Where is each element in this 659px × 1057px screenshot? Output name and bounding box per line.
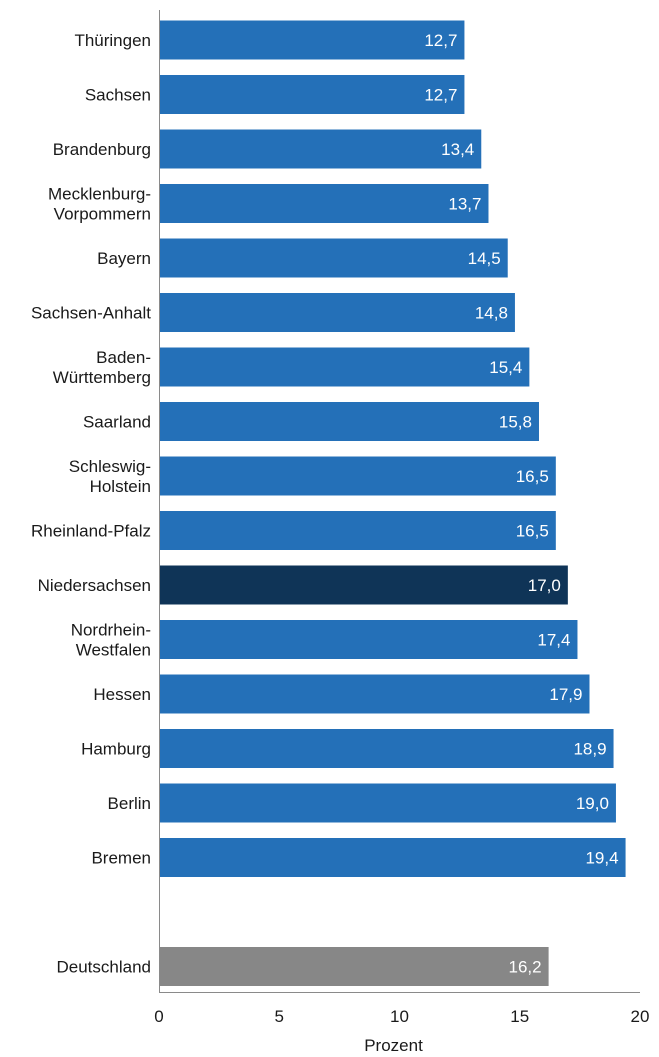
- category-labels-layer: Thüringen Sachsen Brandenburg Mecklenburg-V…: [31, 31, 151, 977]
- x-tick-label: 5: [275, 1007, 284, 1026]
- bar-value-label: 13,7: [448, 195, 481, 214]
- bar-value-label: 12,7: [424, 86, 457, 105]
- category-label: Schleswig-Holstein: [69, 457, 151, 496]
- bar-value-label: 16,2: [509, 958, 542, 977]
- x-tick-label: 20: [631, 1007, 650, 1026]
- x-axis: [159, 10, 640, 993]
- bar-value-label: 14,5: [468, 249, 501, 268]
- bar-value-label: 19,4: [585, 849, 618, 868]
- bar: [159, 20, 465, 60]
- bars-layer: 12,7 12,7 13,4 13,7 14,5 14,8 15,4 15,8 16,5 16,5…: [159, 20, 626, 986]
- bar: [159, 347, 530, 387]
- category-label: Berlin: [108, 794, 151, 813]
- bar: [159, 129, 482, 169]
- bar-value-label: 15,8: [499, 413, 532, 432]
- category-label: Brandenburg: [53, 140, 151, 159]
- category-label: Sachsen: [85, 86, 151, 105]
- x-tick-label: 10: [390, 1007, 409, 1026]
- category-label: Sachsen-Anhalt: [31, 304, 151, 323]
- category-label: Bremen: [91, 849, 151, 868]
- x-tick-label: 15: [510, 1007, 529, 1026]
- category-label: Thüringen: [74, 31, 151, 50]
- bar: [159, 75, 465, 114]
- category-label: Mecklenburg-Vorpommern: [48, 185, 151, 224]
- bar: [159, 674, 590, 714]
- category-label: Rheinland-Pfalz: [31, 522, 151, 541]
- bar: [159, 402, 539, 441]
- category-label: Saarland: [83, 413, 151, 432]
- bar: [159, 620, 578, 659]
- bar-value-label: 16,5: [516, 467, 549, 486]
- bar: [159, 184, 489, 223]
- bar: [159, 783, 616, 823]
- bar: [159, 293, 515, 332]
- x-tick-label: 0: [154, 1007, 163, 1026]
- x-tick-labels: 0 5 10 15 20: [154, 1007, 649, 1026]
- bar-value-label: 12,7: [424, 31, 457, 50]
- category-label: Nordrhein-Westfalen: [71, 621, 151, 660]
- bar: [159, 456, 556, 496]
- bar: [159, 511, 556, 550]
- bar-value-label: 18,9: [573, 740, 606, 759]
- bar: [159, 729, 614, 768]
- category-label: Hessen: [93, 685, 151, 704]
- bar-value-label: 16,5: [516, 522, 549, 541]
- category-label: Baden-Württemberg: [53, 348, 151, 387]
- bar-value-label: 17,0: [528, 576, 561, 595]
- bar-value-label: 19,0: [576, 794, 609, 813]
- bar-value-label: 17,9: [549, 685, 582, 704]
- bar: [159, 565, 568, 605]
- bar: [159, 838, 626, 877]
- category-label: Deutschland: [56, 958, 151, 977]
- category-label: Hamburg: [81, 740, 151, 759]
- bar-value-label: 14,8: [475, 304, 508, 323]
- bar-value-label: 15,4: [489, 358, 522, 377]
- category-label: Niedersachsen: [38, 576, 151, 595]
- bar-value-label: 13,4: [441, 140, 474, 159]
- bar-value-label: 17,4: [537, 631, 570, 650]
- bar: [159, 238, 508, 278]
- category-label: Bayern: [97, 249, 151, 268]
- x-axis-title: Prozent: [364, 1036, 423, 1055]
- bar: [159, 947, 549, 986]
